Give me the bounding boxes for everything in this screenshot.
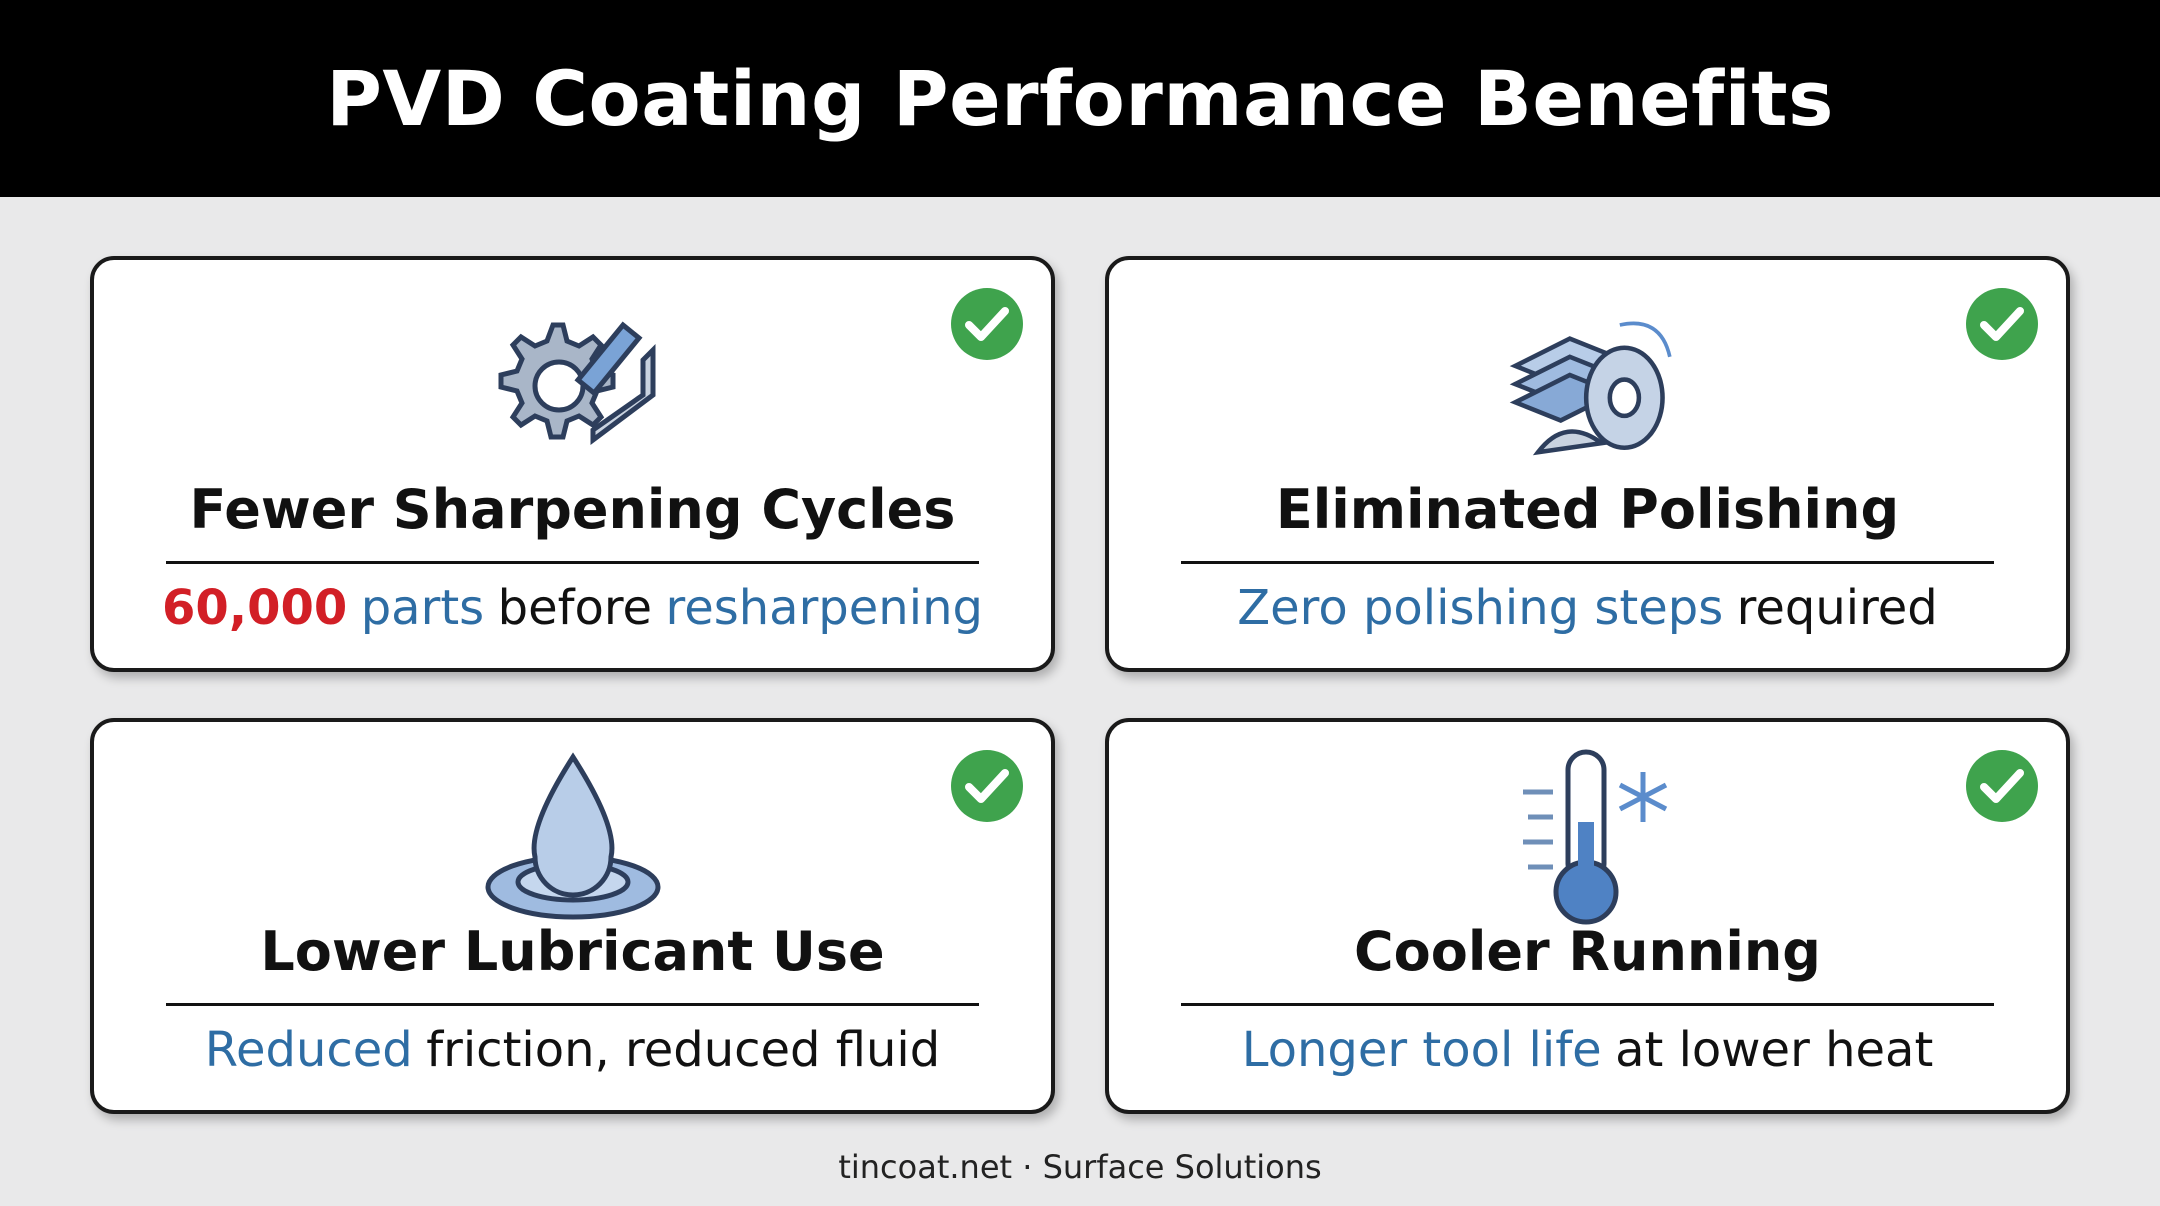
divider [1181, 561, 1994, 564]
check-icon [951, 288, 1023, 360]
divider [166, 561, 979, 564]
card-title: Lower Lubricant Use [260, 920, 885, 983]
divider [1181, 1003, 1994, 1006]
card-description: 60,000 parts before resharpening [94, 580, 1051, 636]
card-description: Longer tool life at lower heat [1109, 1022, 2066, 1078]
droplet-icon [485, 752, 660, 920]
description-segment: Zero polishing steps [1237, 580, 1724, 636]
check-icon [1966, 750, 2038, 822]
description-segment: before [497, 580, 653, 636]
check-icon [1966, 288, 2038, 360]
card-title: Eliminated Polishing [1275, 478, 1900, 541]
header: PVD Coating Performance Benefits [0, 0, 2160, 197]
gear-icon [498, 321, 655, 445]
card-title: Cooler Running [1354, 920, 1821, 983]
benefit-card: Lower Lubricant Use Reduced friction, red… [90, 718, 1055, 1114]
benefit-card: Cooler Running Longer tool life at lower … [1105, 718, 2070, 1114]
divider [166, 1003, 979, 1006]
card-description: Reduced friction, reduced fluid [94, 1022, 1051, 1078]
description-segment: 60,000 [162, 580, 348, 636]
footer: tincoat.net · Surface Solutions [838, 1148, 1322, 1186]
description-segment: parts [360, 580, 485, 636]
benefit-card: Fewer Sharpening Cycles 60,000 parts befor… [90, 256, 1055, 672]
description-segment: friction, reduced fluid [426, 1022, 941, 1078]
benefit-card: Eliminated Polishing Zero polishing step… [1105, 256, 2070, 672]
card-title: Fewer Sharpening Cycles [189, 478, 956, 541]
card-description: Zero polishing steps required [1109, 580, 2066, 636]
description-segment: resharpening [665, 580, 983, 636]
polish-icon [1509, 321, 1672, 456]
description-segment: required [1736, 580, 1938, 636]
description-segment: at lower heat [1615, 1022, 1934, 1078]
description-segment: Reduced [204, 1022, 413, 1078]
check-icon [951, 750, 1023, 822]
page-title: PVD Coating Performance Benefits [326, 54, 1834, 143]
description-segment: Longer tool life [1241, 1022, 1602, 1078]
thermometer-icon [1522, 749, 1667, 925]
